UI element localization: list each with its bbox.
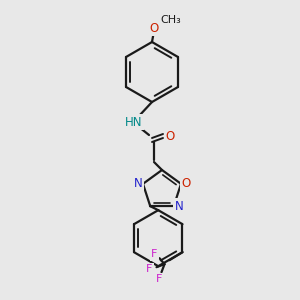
- Text: O: O: [182, 177, 190, 190]
- Text: O: O: [149, 22, 159, 34]
- Text: F: F: [156, 274, 163, 284]
- Text: N: N: [174, 200, 183, 213]
- Text: O: O: [165, 130, 175, 142]
- Text: F: F: [151, 249, 158, 259]
- Text: HN: HN: [125, 116, 143, 128]
- Text: CH₃: CH₃: [160, 15, 182, 25]
- Text: N: N: [134, 177, 142, 190]
- Text: F: F: [146, 264, 153, 274]
